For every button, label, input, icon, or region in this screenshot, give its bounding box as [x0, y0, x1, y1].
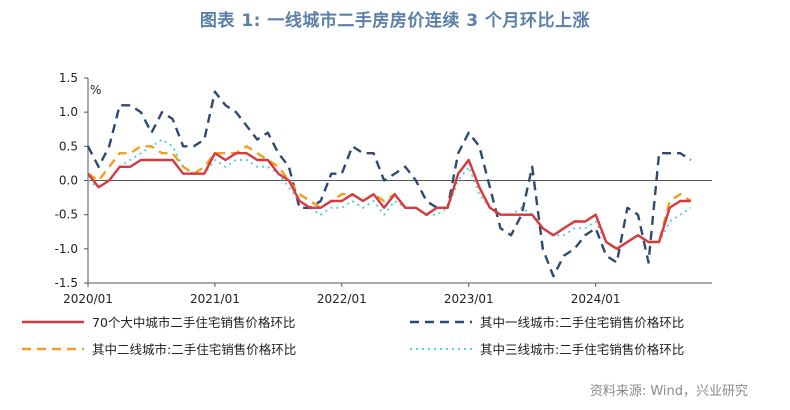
legend-label-series-2: 其中一线城市:二手住宅销售价格环比 — [480, 315, 685, 330]
legend-label-series-1: 70个大中城市二手住宅销售价格环比 — [92, 315, 296, 330]
legend-item-series-2: 其中一线城市:二手住宅销售价格环比 — [410, 312, 684, 331]
legend-item-series-4: 其中三线城市:二手住宅销售价格环比 — [410, 339, 684, 358]
y-tick-label: -1.5 — [55, 276, 78, 290]
legend-label-series-3: 其中二线城市:二手住宅销售价格环比 — [92, 342, 297, 357]
source-note: 资料来源: Wind，兴业研究 — [589, 384, 748, 399]
x-tick-label: 2024/01 — [571, 292, 621, 306]
x-tick-label: 2023/01 — [444, 292, 494, 306]
y-tick-label: -1.0 — [55, 242, 78, 256]
legend-item-series-1: 70个大中城市二手住宅销售价格环比 — [22, 312, 295, 331]
x-tick-label: 2020/01 — [63, 292, 113, 306]
legend-label-series-4: 其中三线城市:二手住宅销售价格环比 — [480, 342, 685, 357]
y-tick-label: -0.5 — [55, 208, 78, 222]
y-tick-label: 1.5 — [59, 71, 78, 85]
x-tick-label: 2021/01 — [190, 292, 240, 306]
series-line-1 — [87, 151, 691, 251]
x-tick-label: 2022/01 — [317, 292, 367, 306]
y-tick-label: 1.0 — [59, 105, 78, 119]
series-line-2 — [86, 90, 692, 278]
y-tick-label: 0.5 — [59, 139, 78, 153]
unit-label: % — [90, 83, 101, 97]
legend-item-series-3: 其中二线城市:二手住宅销售价格环比 — [22, 339, 296, 358]
series-line-3 — [87, 145, 692, 251]
chart-title: 图表 1: 一线城市二手房房价连续 3 个月环比上涨 — [199, 11, 591, 31]
y-tick-label: 0.0 — [59, 174, 78, 188]
series-line-4 — [87, 138, 692, 250]
